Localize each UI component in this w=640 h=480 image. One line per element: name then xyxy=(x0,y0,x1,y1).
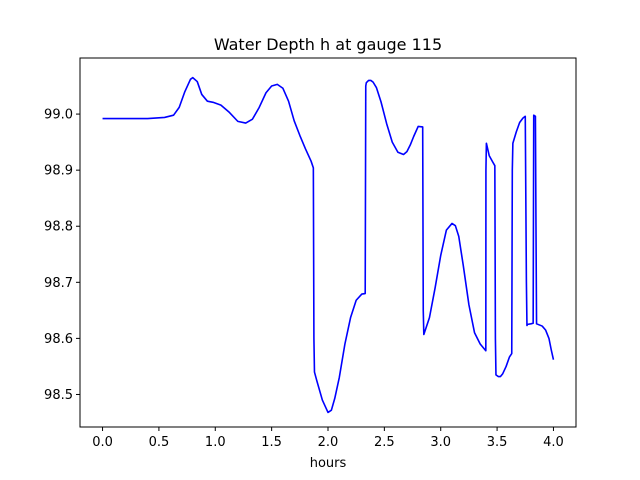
y-tick-label: 98.7 xyxy=(44,276,73,291)
y-tick-label: 98.8 xyxy=(44,220,73,235)
x-tick-label: 4.0 xyxy=(543,435,564,450)
x-axis-label: hours xyxy=(310,456,347,471)
y-tick-label: 98.9 xyxy=(44,164,73,179)
chart-title: Water Depth h at gauge 115 xyxy=(214,35,442,54)
x-tick-label: 3.5 xyxy=(487,435,508,450)
axis-ticks: 0.0 0.5 1.0 1.5 2.0 2.5 3.0 3.5 4.0 98.5 98.6 98.7 9… xyxy=(44,108,564,450)
x-tick-label: 0.5 xyxy=(149,435,170,450)
y-tick-label: 99.0 xyxy=(44,108,73,123)
x-tick-label: 1.5 xyxy=(261,435,282,450)
x-tick-label: 2.5 xyxy=(374,435,395,450)
x-tick-label: 2.0 xyxy=(318,435,339,450)
plot-frame xyxy=(79,57,577,428)
x-tick-label: 1.0 xyxy=(205,435,226,450)
series-line xyxy=(102,76,555,414)
y-tick-label: 98.5 xyxy=(44,388,73,403)
x-tick-label: 3.0 xyxy=(430,435,451,450)
x-tick-label: 0.0 xyxy=(92,435,113,450)
series-layer xyxy=(102,76,555,414)
y-tick-label: 98.6 xyxy=(44,332,73,347)
